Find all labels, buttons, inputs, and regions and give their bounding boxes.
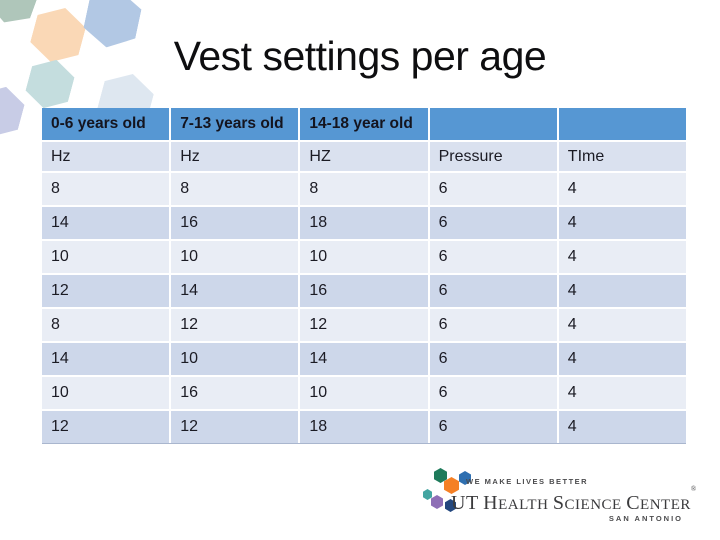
value-cell: 4 — [558, 207, 686, 239]
subheader-cell: TIme — [558, 142, 686, 171]
value-cell: 4 — [558, 411, 686, 443]
header-cell — [429, 108, 557, 140]
value-cell: 10 — [171, 241, 299, 273]
logo-city: SAN ANTONIO — [608, 514, 683, 523]
value-cell: 4 — [558, 173, 686, 205]
value-cell: 6 — [429, 309, 557, 341]
value-cell: 4 — [558, 275, 686, 307]
logo-hexagon-green-icon — [434, 468, 447, 483]
value-cell: 8 — [42, 309, 170, 341]
logo-hexagon-teal-icon — [423, 489, 432, 500]
settings-table: 0-6 years old 7-13 years old 14-18 year ol… — [42, 108, 686, 443]
value-cell: 8 — [171, 173, 299, 205]
value-cell: 12 — [42, 411, 170, 443]
value-cell: 16 — [300, 275, 428, 307]
value-cell: 8 — [42, 173, 170, 205]
value-cell: 10 — [42, 377, 170, 409]
value-cell: 6 — [429, 207, 557, 239]
hexagon-decoration-lavender-icon — [0, 81, 28, 142]
value-cell: 6 — [429, 173, 557, 205]
value-cell: 14 — [42, 207, 170, 239]
subheader-cell: Pressure — [429, 142, 557, 171]
value-cell: 10 — [171, 343, 299, 375]
value-cell: 18 — [300, 411, 428, 443]
logo-tagline: WE MAKE LIVES BETTER — [466, 477, 589, 486]
logo-hexagon-blue-icon — [459, 471, 471, 485]
slide-title: Vest settings per age — [173, 33, 547, 79]
value-cell: 14 — [171, 275, 299, 307]
value-cell: 4 — [558, 343, 686, 375]
subheader-cell: Hz — [42, 142, 170, 171]
value-cell: 10 — [300, 377, 428, 409]
value-cell: 4 — [558, 377, 686, 409]
header-cell: 7-13 years old — [171, 108, 299, 140]
value-cell: 16 — [171, 207, 299, 239]
value-cell: 18 — [300, 207, 428, 239]
logo-hexagon-orange-icon — [444, 477, 459, 494]
value-cell: 6 — [429, 343, 557, 375]
ut-health-logo: WE MAKE LIVES BETTER UT HEALTH SCIENCE C… — [423, 468, 705, 530]
logo-name-text: UT HEALTH SCIENCE CENTER® — [451, 485, 697, 514]
value-cell: 10 — [300, 241, 428, 273]
subheader-cell: Hz — [171, 142, 299, 171]
value-cell: 6 — [429, 241, 557, 273]
value-cell: 12 — [42, 275, 170, 307]
value-cell: 12 — [171, 411, 299, 443]
value-cell: 4 — [558, 309, 686, 341]
value-cell: 6 — [429, 411, 557, 443]
value-cell: 14 — [300, 343, 428, 375]
value-cell: 6 — [429, 275, 557, 307]
logo-hexagon-cluster-icon — [423, 468, 475, 516]
value-cell: 10 — [42, 241, 170, 273]
value-cell: 8 — [300, 173, 428, 205]
header-cell: 14-18 year old — [300, 108, 428, 140]
logo-hexagon-purple-icon — [431, 495, 443, 509]
value-cell: 12 — [171, 309, 299, 341]
value-cell: 12 — [300, 309, 428, 341]
logo-hexagon-navy-icon — [445, 499, 456, 512]
value-cell: 6 — [429, 377, 557, 409]
subheader-cell: HZ — [300, 142, 428, 171]
header-cell — [558, 108, 686, 140]
header-cell: 0-6 years old — [42, 108, 170, 140]
value-cell: 14 — [42, 343, 170, 375]
value-cell: 16 — [171, 377, 299, 409]
value-cell: 4 — [558, 241, 686, 273]
